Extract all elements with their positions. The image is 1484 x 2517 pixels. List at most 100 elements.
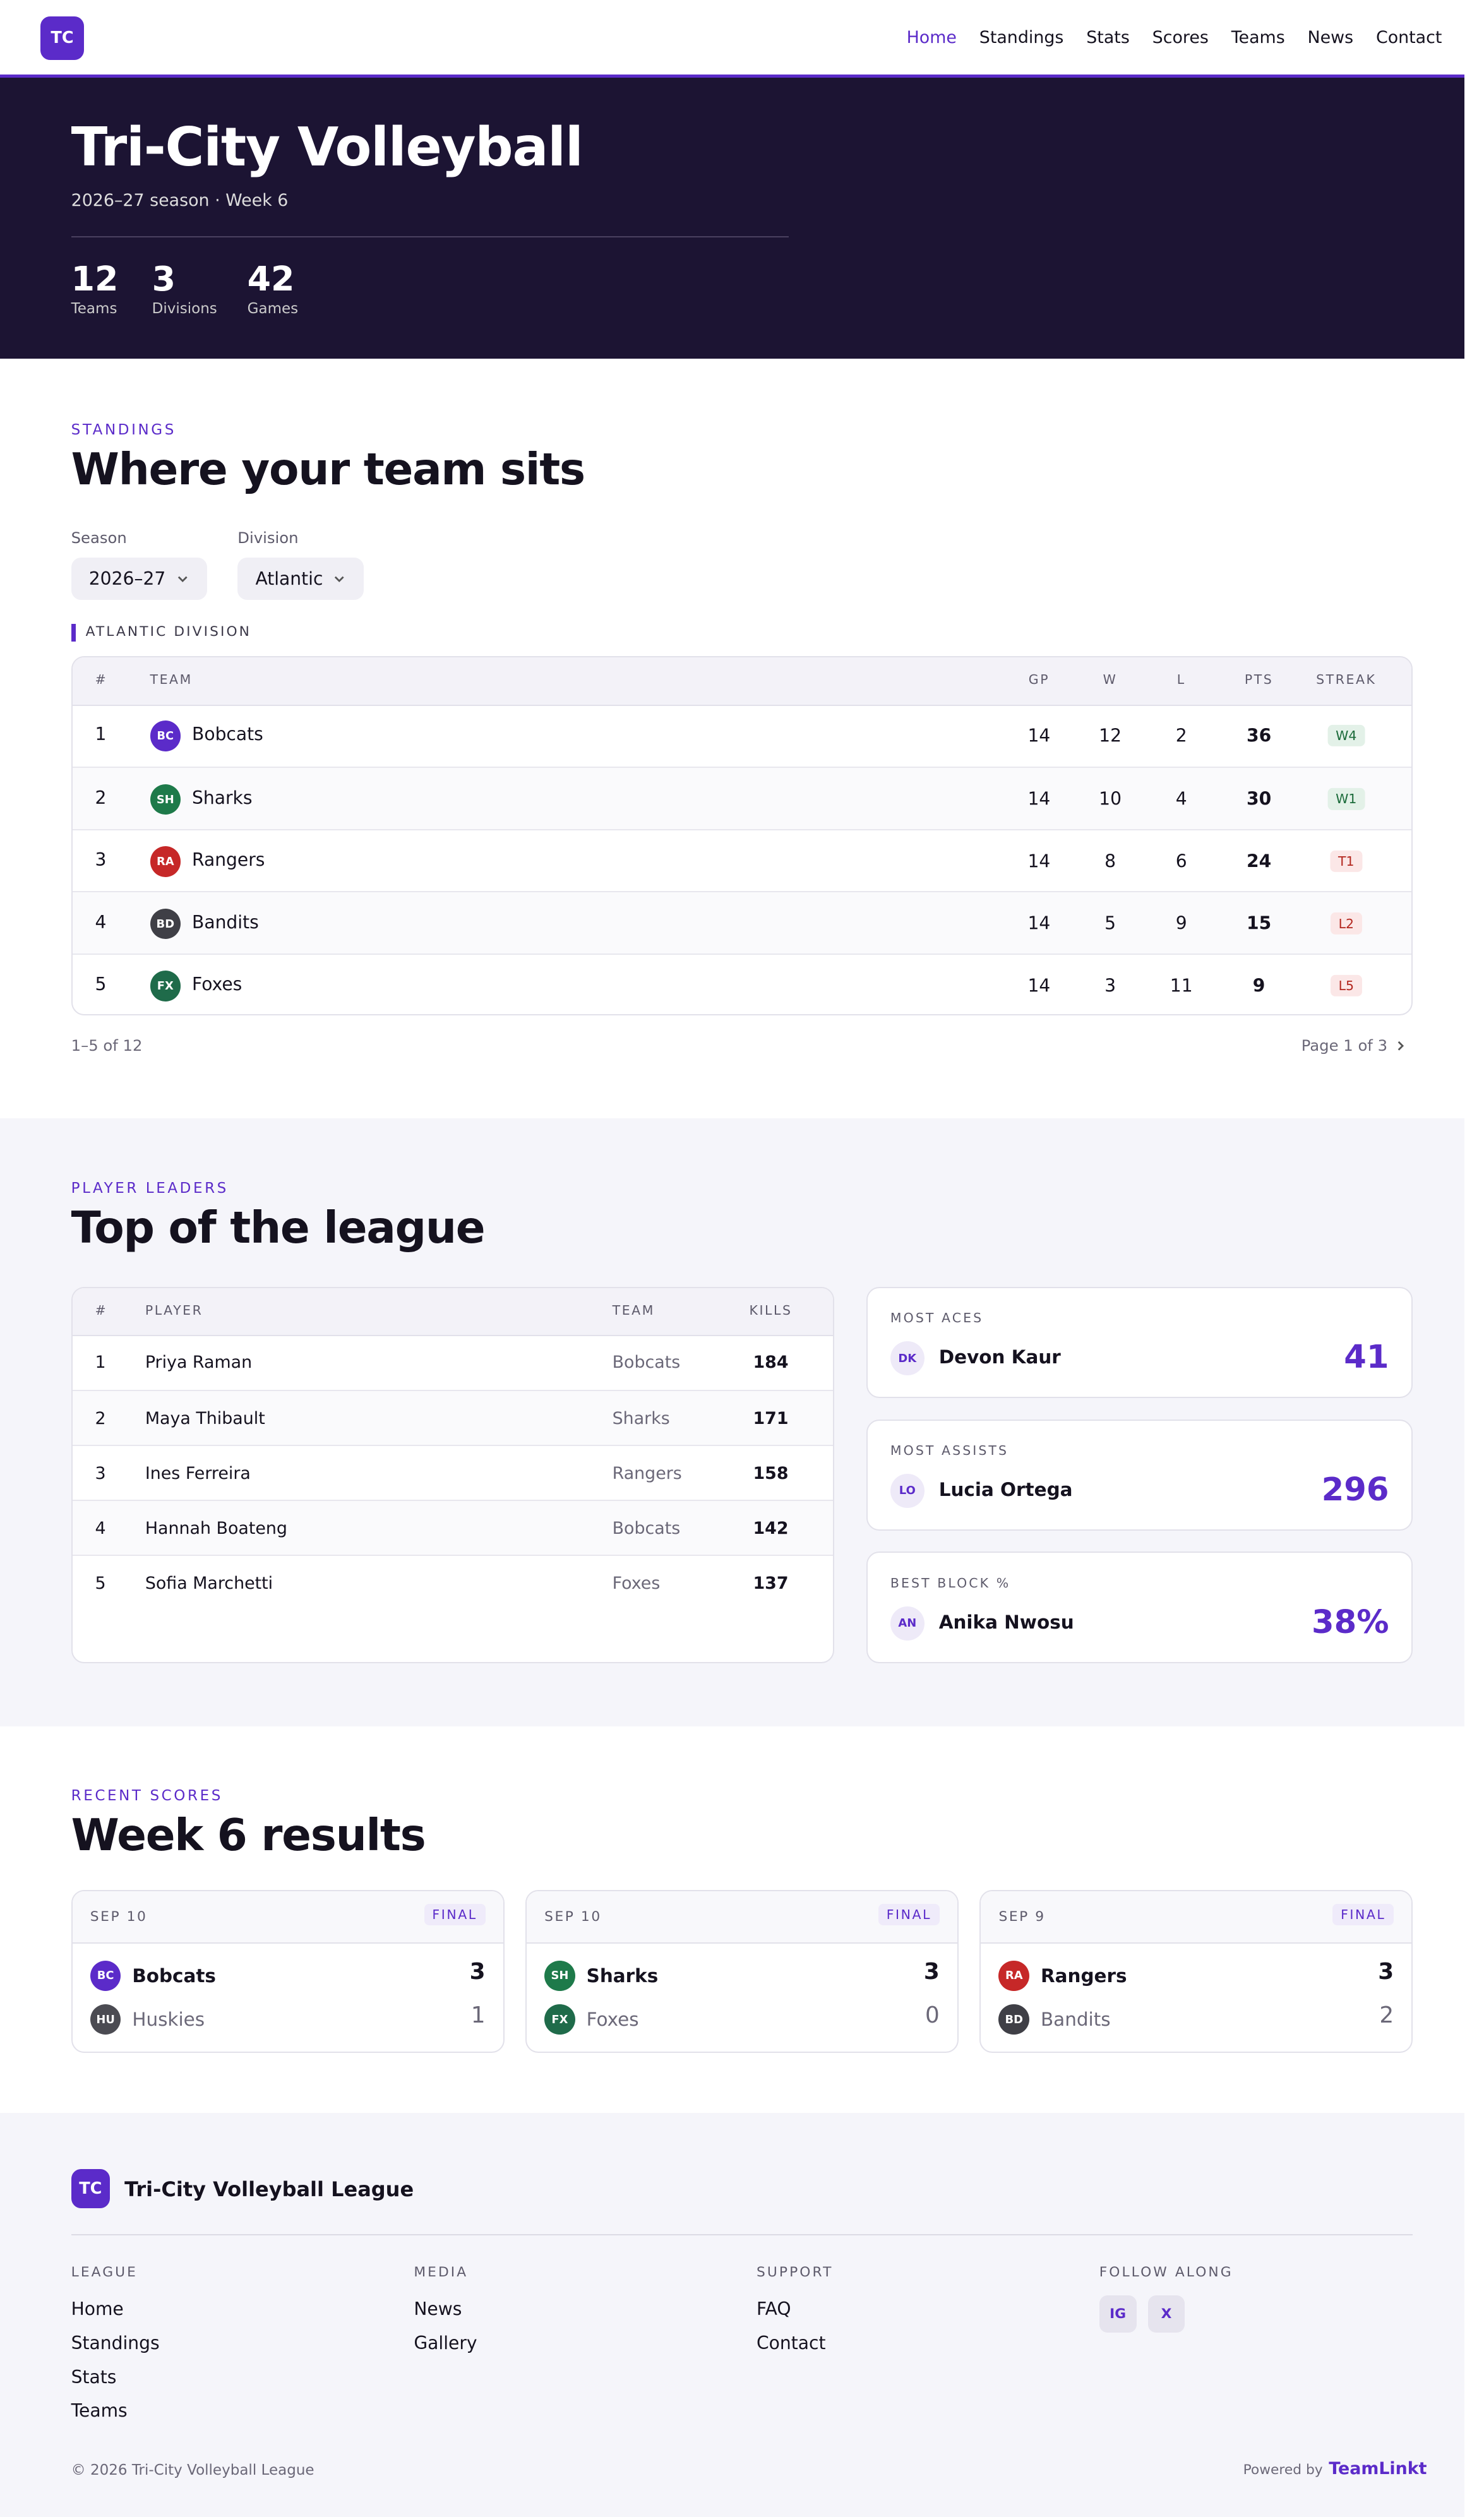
card-label: MOST ASSISTS	[890, 1443, 1009, 1459]
footer-heading: SUPPORT	[757, 2264, 834, 2281]
team-name: Sharks	[192, 787, 253, 808]
team-badge: FX	[544, 2004, 575, 2035]
social-button[interactable]: X	[1147, 2295, 1185, 2333]
division-label: ATLANTIC DIVISION	[85, 624, 252, 640]
player-team: Bobcats	[612, 1519, 681, 1539]
streak-pill: T1	[1330, 850, 1363, 873]
powered-brand[interactable]: TeamLinkt	[1329, 2458, 1427, 2478]
player-initials: AN	[890, 1606, 925, 1641]
player-name: Anika Nwosu	[938, 1611, 1074, 1633]
section-heading: Where your team sits	[71, 444, 585, 495]
standings-row: 3 RA Rangers 14 8 6 24 T1	[72, 828, 1412, 893]
team-name: Huskies	[132, 2009, 205, 2031]
footer-heading: MEDIA	[414, 2264, 469, 2281]
player-team: Sharks	[612, 1409, 670, 1429]
hero-stat-label: Games	[247, 301, 299, 318]
hero-divider	[71, 236, 789, 238]
team-score: 2	[1379, 2002, 1394, 2029]
footer-link[interactable]: News	[414, 2299, 462, 2320]
points: 15	[1246, 912, 1272, 934]
section-heading: Week 6 results	[71, 1810, 426, 1862]
team-name: Foxes	[586, 2009, 639, 2031]
wins: 12	[1099, 725, 1122, 746]
column-header: TEAM	[150, 672, 193, 688]
filter-select[interactable]: 2026–27	[71, 558, 207, 600]
table-header-bg	[72, 657, 1412, 706]
game-date: SEP 10	[544, 1908, 602, 1925]
losses: 2	[1175, 725, 1187, 746]
footer-link[interactable]: Standings	[71, 2332, 160, 2353]
player-name: Ines Ferreira	[145, 1464, 251, 1484]
hero-stat-value: 12	[71, 258, 119, 299]
game-status: FINAL	[878, 1903, 940, 1926]
rank: 3	[95, 849, 107, 871]
footer-link[interactable]: Gallery	[414, 2332, 477, 2353]
wins: 5	[1104, 912, 1116, 934]
game-status: FINAL	[424, 1903, 486, 1926]
player-name: Maya Thibault	[145, 1409, 265, 1429]
games-played: 14	[1027, 725, 1051, 746]
nav-link[interactable]: Home	[906, 27, 957, 47]
team-name: Sharks	[586, 1965, 659, 1987]
column-header: L	[1176, 672, 1186, 688]
footer-link[interactable]: FAQ	[757, 2299, 791, 2320]
rank: 3	[95, 1464, 106, 1484]
footer-link[interactable]: Contact	[757, 2332, 826, 2353]
rank: 1	[95, 1353, 106, 1373]
hero: Tri-City Volleyball 2026–27 season · Week…	[0, 77, 1465, 359]
team-score: 0	[925, 2002, 940, 2029]
standings-row: 2 SH Sharks 14 10 4 30 W1	[72, 767, 1412, 830]
leader-row: 2 Maya Thibault Sharks 171	[72, 1389, 833, 1446]
team-name: Bandits	[192, 911, 259, 933]
nav-link[interactable]: News	[1307, 27, 1354, 47]
footer-link[interactable]: Teams	[71, 2400, 128, 2422]
rank: 5	[95, 974, 107, 995]
team-badge: BD	[150, 908, 181, 940]
column-header: #	[95, 1302, 108, 1318]
footer-link[interactable]: Home	[71, 2299, 124, 2320]
rank: 4	[95, 911, 107, 933]
streak-pill: L2	[1330, 912, 1362, 935]
games-played: 14	[1027, 975, 1051, 996]
kills: 142	[753, 1519, 789, 1539]
nav-link[interactable]: Contact	[1375, 27, 1442, 47]
leader-card: MOST ACES DK Devon Kaur 41	[866, 1286, 1413, 1399]
footer: TC Tri-City Volleyball League LEAGUE Home St…	[0, 2112, 1465, 2517]
team-name: Rangers	[1041, 1965, 1127, 1987]
table-header-bg	[72, 1288, 833, 1336]
nav-link[interactable]: Standings	[979, 27, 1064, 47]
player-team: Foxes	[612, 1574, 661, 1594]
games-played: 14	[1027, 851, 1051, 872]
streak-pill: W1	[1327, 788, 1365, 810]
player-name: Priya Raman	[145, 1353, 253, 1373]
team-name: Bandits	[1041, 2009, 1111, 2031]
wins: 10	[1099, 788, 1122, 810]
games-played: 14	[1027, 912, 1051, 934]
column-header: #	[95, 672, 108, 688]
leader-card: MOST ASSISTS LO Lucia Ortega 296	[866, 1419, 1413, 1531]
nav-link[interactable]: Teams	[1231, 27, 1285, 47]
column-header: PTS	[1244, 672, 1274, 688]
losses: 11	[1170, 975, 1193, 996]
kills: 171	[753, 1409, 789, 1429]
column-header: TEAM	[612, 1302, 655, 1318]
nav-link[interactable]: Scores	[1152, 27, 1209, 47]
social-button[interactable]: IG	[1099, 2295, 1137, 2333]
team-score: 3	[1378, 1959, 1394, 1985]
nav-link[interactable]: Stats	[1086, 27, 1130, 47]
stat-value: 41	[1344, 1338, 1389, 1376]
score-card: SEP 10 FINAL SH Sharks 3 FX Foxes 0	[525, 1889, 959, 2054]
column-header: KILLS	[749, 1302, 793, 1318]
footer-link[interactable]: Stats	[71, 2366, 117, 2388]
section-eyebrow: STANDINGS	[71, 422, 176, 439]
filter-select[interactable]: Atlantic	[237, 558, 364, 600]
filter-value: Atlantic	[255, 568, 323, 589]
rank: 5	[95, 1574, 106, 1594]
leaders-table: # PLAYER TEAM KILLS 1 Priya Raman Bobcats 184 2 M…	[71, 1286, 834, 1664]
chevron-icon	[177, 576, 188, 583]
team-badge: BD	[998, 2004, 1030, 2035]
column-header: PLAYER	[145, 1302, 203, 1318]
column-header: GP	[1028, 672, 1050, 688]
hero-stat-value: 3	[152, 258, 176, 299]
